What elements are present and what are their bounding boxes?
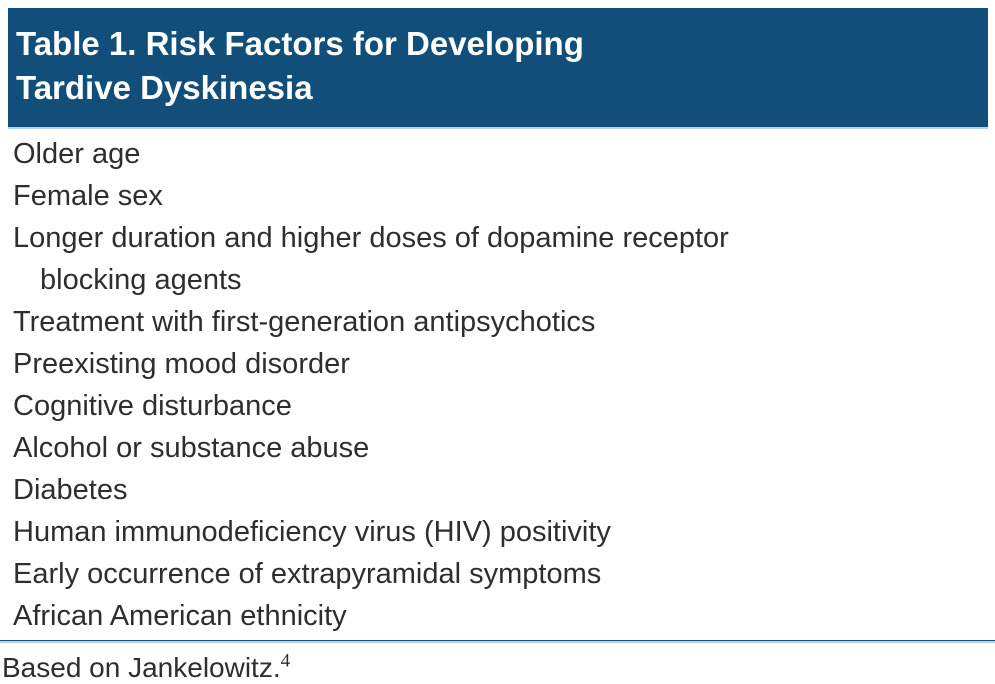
footnote-text: Based on Jankelowitz. (2, 652, 281, 683)
table-row: blocking agents (40, 264, 242, 296)
table-row: African American ethnicity (13, 600, 347, 632)
table-row: Longer duration and higher doses of dopa… (13, 222, 729, 254)
table-row: Early occurrence of extrapyramidal sympt… (13, 558, 602, 590)
footnote-reference: 4 (280, 650, 291, 672)
footnote: Based on Jankelowitz.4 (2, 648, 995, 684)
divider-above-footnote (0, 640, 995, 643)
table-row: Alcohol or substance abuse (13, 432, 370, 464)
table-row: Treatment with first-generation antipsyc… (13, 306, 596, 338)
table-row: Cognitive disturbance (13, 390, 292, 422)
table-row: Human immunodeficiency virus (HIV) posit… (13, 516, 611, 548)
table-row: Female sex (13, 180, 163, 212)
table-header: Table 1. Risk Factors for Developing Tar… (8, 8, 988, 129)
table-title-line2: Tardive Dyskinesia (16, 69, 313, 106)
table-row: Diabetes (13, 474, 128, 506)
table-row: Older age (13, 138, 141, 170)
table-row: Preexisting mood disorder (13, 348, 350, 380)
risk-factor-list: Older age Female sex Longer duration and… (13, 133, 981, 637)
table-title-line1: Table 1. Risk Factors for Developing (16, 25, 584, 62)
